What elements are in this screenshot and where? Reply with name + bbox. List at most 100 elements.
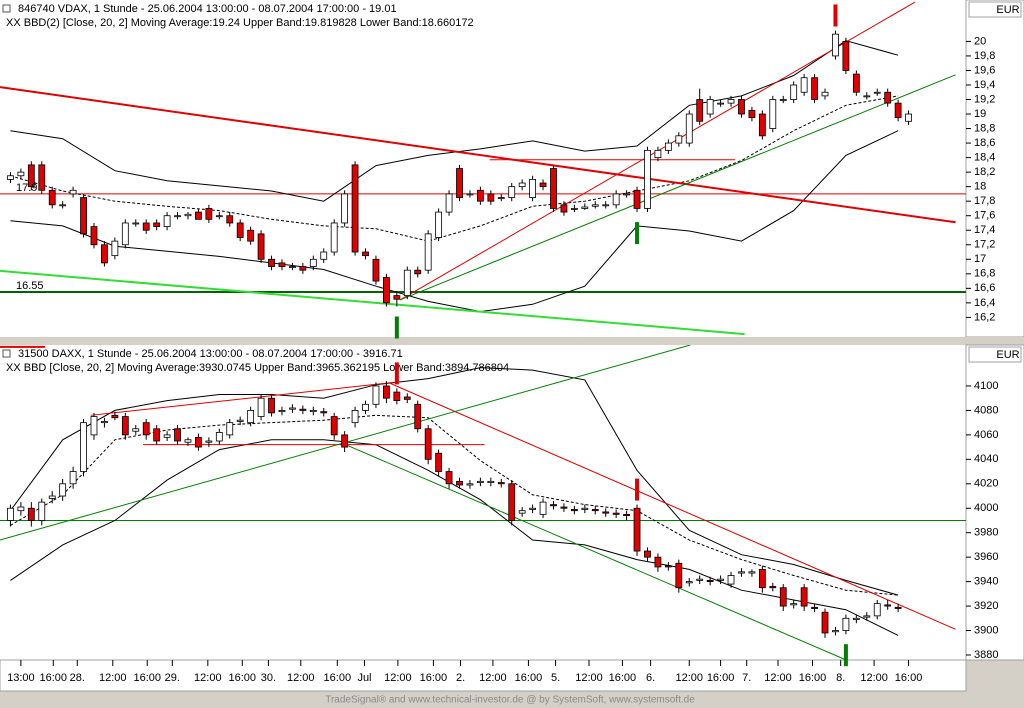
candle-body bbox=[529, 178, 537, 198]
x-tick-label: 16:00 bbox=[133, 672, 161, 684]
y-tick-label: 4020 bbox=[974, 478, 998, 490]
candle-body bbox=[163, 215, 171, 228]
x-tick-label: 2. bbox=[456, 672, 465, 684]
candle-body bbox=[602, 511, 610, 514]
currency-box bbox=[968, 1, 1022, 18]
y-tick-label: 19 bbox=[974, 108, 986, 120]
signal-marker bbox=[394, 316, 399, 339]
y-tick-label: 3940 bbox=[974, 576, 998, 588]
currency-box bbox=[968, 346, 1022, 363]
candle-body bbox=[487, 480, 495, 483]
header-icon bbox=[2, 4, 11, 13]
lower-price-axis bbox=[965, 344, 1024, 661]
candle-body bbox=[195, 211, 202, 220]
candle-body bbox=[539, 182, 547, 188]
candle-body bbox=[644, 550, 651, 558]
candle-body bbox=[330, 416, 338, 436]
candle-body bbox=[414, 403, 422, 430]
candle-body bbox=[518, 182, 526, 188]
band-middle bbox=[10, 95, 899, 242]
x-tick-label: 29. bbox=[165, 672, 180, 684]
candle-body bbox=[905, 113, 912, 122]
y-tick-label: 4000 bbox=[974, 502, 998, 514]
lower-chart bbox=[0, 345, 966, 660]
candle-body bbox=[811, 77, 818, 100]
candle-body bbox=[341, 434, 349, 448]
chart-title: 31500 DAXX, 1 Stunde - 25.06.2004 13:00:… bbox=[18, 348, 403, 360]
x-tick-label: 16:00 bbox=[609, 672, 637, 684]
candle-body bbox=[278, 262, 286, 267]
candle-body bbox=[184, 213, 192, 217]
candle-body bbox=[80, 422, 87, 472]
candle-body bbox=[111, 240, 119, 257]
panel-separator bbox=[0, 337, 1024, 345]
candle-body bbox=[581, 206, 589, 209]
x-tick-label: 28. bbox=[70, 672, 85, 684]
x-tick-label: 16:00 bbox=[515, 672, 543, 684]
candle-body bbox=[863, 615, 871, 618]
y-tick-label: 18,8 bbox=[974, 122, 995, 134]
candle-body bbox=[435, 452, 443, 472]
candle-body bbox=[247, 410, 255, 424]
trend-line bbox=[90, 381, 395, 416]
y-tick-label: 17 bbox=[974, 253, 986, 265]
candle-body bbox=[309, 410, 317, 413]
candle-body bbox=[550, 168, 557, 209]
candle-body bbox=[195, 436, 202, 448]
candle-body bbox=[508, 483, 516, 521]
y-tick-label: 17,4 bbox=[974, 224, 995, 236]
x-tick-label: 12:00 bbox=[575, 672, 603, 684]
candle-body bbox=[7, 507, 14, 521]
y-tick-label: 16,6 bbox=[974, 282, 995, 294]
y-tick-label: 3880 bbox=[974, 649, 998, 661]
candle-body bbox=[644, 149, 651, 209]
candle-body bbox=[205, 208, 213, 220]
candle-body bbox=[664, 565, 672, 568]
candle-body bbox=[717, 578, 724, 581]
y-tick-label: 19,2 bbox=[974, 93, 995, 105]
candle-body bbox=[27, 507, 35, 521]
candle-body bbox=[800, 77, 808, 93]
candle-body bbox=[435, 211, 443, 238]
candle-body bbox=[863, 95, 871, 98]
y-tick-label: 19,4 bbox=[974, 79, 995, 91]
candle-body bbox=[570, 509, 578, 512]
candle-body bbox=[268, 258, 275, 267]
candle-body bbox=[299, 408, 307, 411]
candle-body bbox=[111, 414, 119, 419]
candle-body bbox=[226, 215, 234, 224]
candle-body bbox=[257, 233, 265, 260]
signal-marker bbox=[635, 222, 640, 245]
candle-body bbox=[132, 222, 140, 225]
indicator-label: XX BBD(2) [Close, 20, 2] Moving Average:… bbox=[6, 17, 474, 29]
x-tick-label: 16:00 bbox=[39, 672, 67, 684]
candle-body bbox=[873, 603, 881, 617]
candle-body bbox=[257, 397, 265, 417]
y-tick-label: 4080 bbox=[974, 404, 998, 416]
candle-body bbox=[800, 587, 808, 607]
candle-body bbox=[623, 513, 630, 516]
x-tick-label: 12:00 bbox=[479, 672, 507, 684]
candle-body bbox=[497, 197, 505, 199]
candle-body bbox=[623, 193, 630, 196]
candle-body bbox=[852, 617, 860, 620]
candle-body bbox=[456, 168, 463, 198]
candle-body bbox=[424, 428, 432, 460]
candle-body bbox=[581, 507, 589, 510]
candle-body bbox=[268, 397, 275, 414]
y-tick-label: 20 bbox=[974, 35, 986, 47]
candle-body bbox=[215, 215, 223, 218]
candle-body bbox=[132, 428, 140, 432]
signal-marker bbox=[843, 644, 848, 667]
x-tick-label: 13:00 bbox=[7, 672, 35, 684]
candle-body bbox=[685, 581, 693, 584]
x-tick-label: Jul bbox=[357, 672, 371, 684]
candle-body bbox=[591, 204, 599, 207]
signal-marker bbox=[635, 478, 640, 501]
candle-body bbox=[226, 422, 234, 436]
signal-marker bbox=[394, 362, 399, 385]
candle-body bbox=[738, 99, 745, 115]
candle-body bbox=[456, 480, 463, 486]
candle-body bbox=[351, 164, 359, 253]
